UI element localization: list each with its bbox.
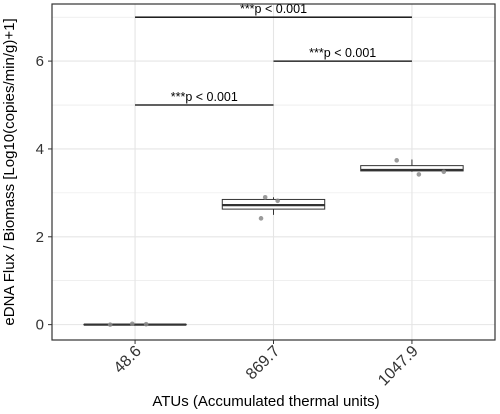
y-tick-label: 6 [36,53,44,70]
data-point [416,172,422,177]
y-tick-label: 0 [36,317,44,334]
x-tick-label: 869.7 [243,343,283,383]
y-tick-label: 4 [36,141,44,158]
y-tick-label: 2 [36,229,44,246]
point-layer [107,158,447,327]
box-layer [83,159,464,326]
significance-label: ***p < 0.001 [240,2,307,16]
data-point [441,169,447,175]
x-axis-title: ATUs (Accumulated thermal units) [152,393,379,410]
significance-label: ***p < 0.001 [171,90,238,104]
x-tick-label: 1047.9 [375,343,422,390]
data-point [107,322,113,327]
data-point [275,198,280,204]
x-tick-label: 48.6 [111,343,145,377]
data-point [129,321,135,327]
grid-layer [52,4,495,340]
data-point [143,321,149,327]
data-point [258,216,264,221]
significance-label: ***p < 0.001 [309,46,376,60]
data-point [262,194,268,200]
y-axis-title: eDNA Flux / Biomass [Log10(copies/min/g)… [1,18,18,325]
significance-annotations: ***p < 0.001 ***p < 0.001 ***p < 0.001 [135,2,412,106]
data-point [394,158,400,163]
